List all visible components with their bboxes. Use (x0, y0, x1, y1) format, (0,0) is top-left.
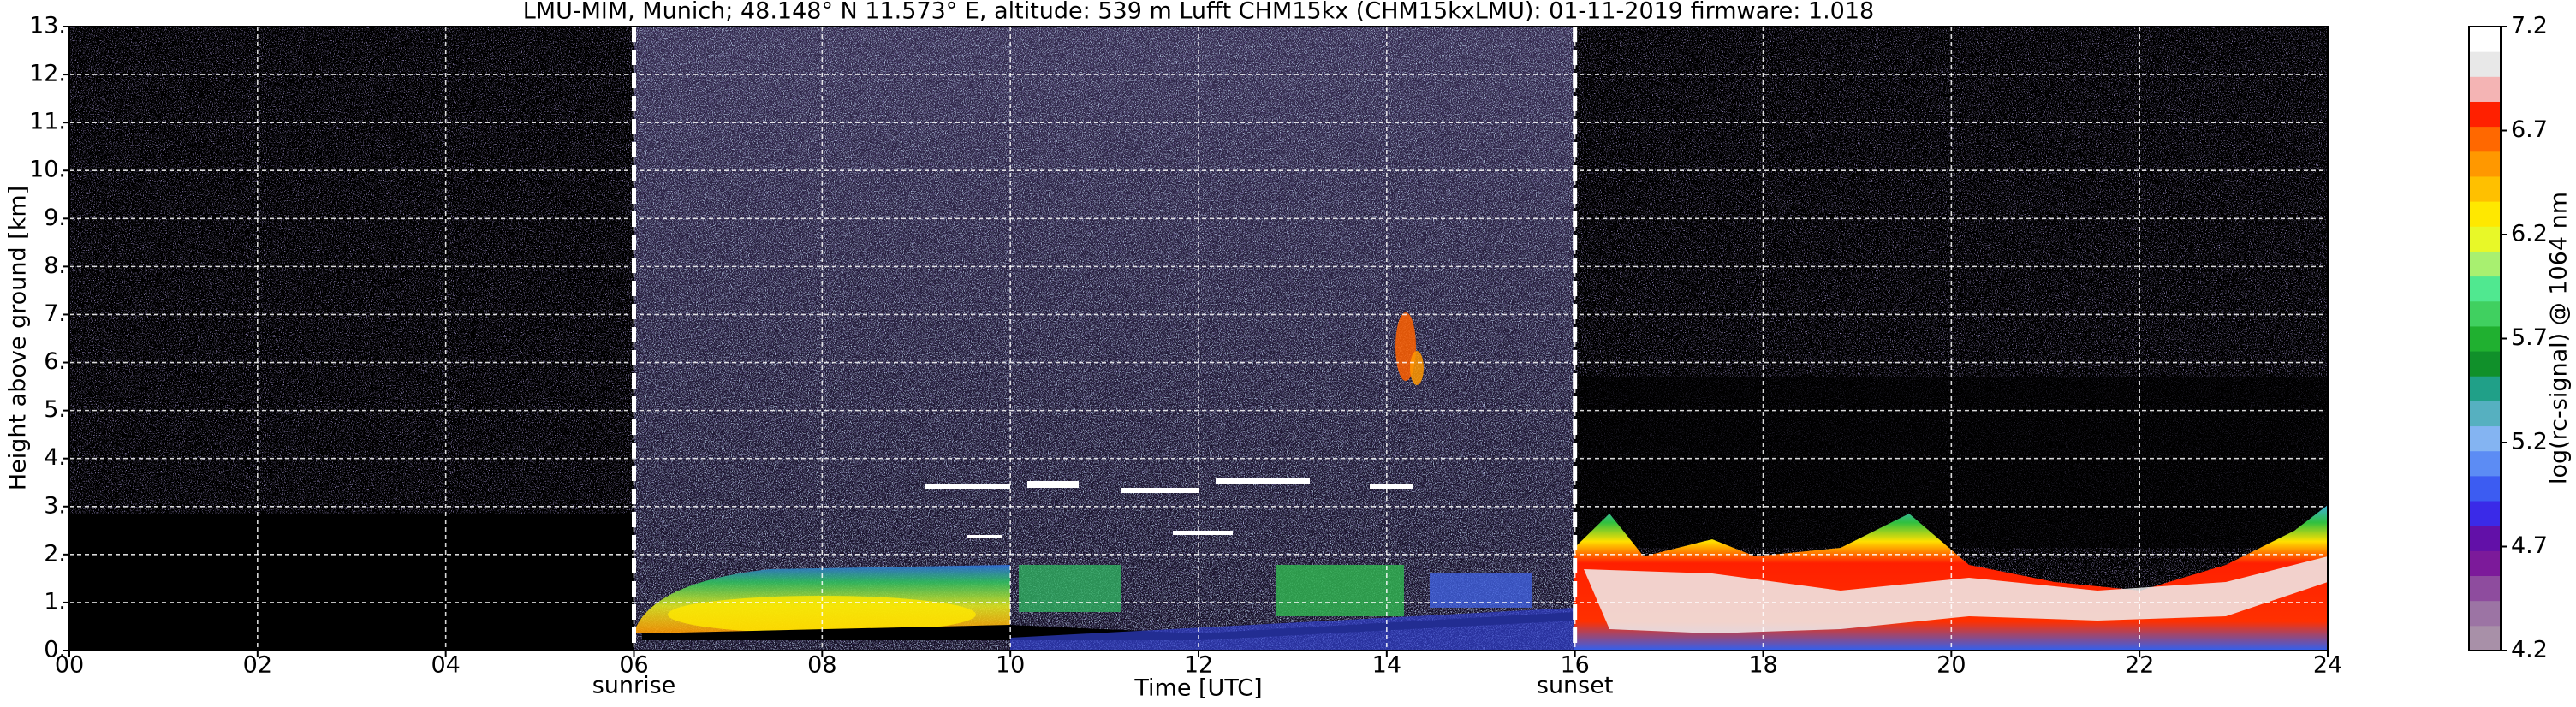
x-tick-label: 18 (1748, 652, 1777, 679)
colorbar-segment (2469, 300, 2501, 327)
x-tick-label: 06 (619, 652, 648, 679)
colorbar-segment (2469, 151, 2501, 177)
y-tick-label: 6. (44, 348, 66, 375)
y-tick-label: 5. (44, 396, 66, 423)
colorbar-label: log(rc-signal) @ 1064 nm (2546, 192, 2573, 484)
x-tick-label: 16 (1560, 652, 1589, 679)
colorbar-segment (2469, 201, 2501, 227)
colorbar-tick-label: 6.7 (2511, 116, 2548, 143)
x-tick-label: 20 (1936, 652, 1966, 679)
colorbar-segment (2469, 276, 2501, 302)
colorbar-segment (2469, 175, 2501, 202)
y-tick-label: 13. (29, 13, 66, 39)
chart-title: LMU-MIM, Munich; 48.148° N 11.573° E, al… (523, 0, 1874, 25)
y-tick-label: 4. (44, 444, 66, 471)
x-tick-label: 14 (1372, 652, 1401, 679)
colorbar-segment (2469, 376, 2501, 401)
y-axis-label: Height above ground [km] (5, 186, 32, 490)
x-tick-label: 22 (2125, 652, 2154, 679)
colorbar-segment (2469, 251, 2501, 277)
y-tick-label: 3. (44, 492, 66, 519)
x-tick-label: 12 (1184, 652, 1213, 679)
colorbar-segment (2469, 450, 2501, 477)
colorbar-segment (2469, 226, 2501, 252)
y-tick-label: 11. (29, 109, 66, 135)
x-tick-label: 00 (55, 652, 84, 679)
annotation-label: sunrise (592, 673, 676, 699)
y-tick-label: 9. (44, 205, 66, 231)
x-tick-label: 08 (807, 652, 836, 679)
x-axis-label: Time [UTC] (1133, 675, 1262, 702)
colorbar-segment (2469, 475, 2501, 502)
colorbar-segment (2469, 425, 2501, 452)
y-tick-label: 12. (29, 61, 66, 87)
colorbar-segment (2469, 351, 2501, 377)
colorbar-segment (2469, 575, 2501, 602)
colorbar-segment (2469, 325, 2501, 352)
y-tick-label: 10. (29, 157, 66, 183)
colorbar-segment (2469, 526, 2501, 551)
x-tick-label: 04 (431, 652, 460, 679)
y-tick-label: 7. (44, 300, 66, 327)
colorbar-segment (2469, 501, 2501, 526)
colorbar-tick-label: 7.2 (2511, 13, 2548, 39)
x-tick-label: 02 (243, 652, 272, 679)
annotation-label: sunset (1537, 673, 1614, 699)
colorbar-tick-label: 4.2 (2511, 637, 2548, 663)
y-tick-label: 1. (44, 588, 66, 615)
colorbar-segment (2469, 27, 2501, 52)
colorbar-segment (2469, 76, 2501, 102)
x-tick-label: 24 (2313, 652, 2342, 679)
y-tick-label: 8. (44, 253, 66, 279)
colorbar-segment (2469, 550, 2501, 577)
colorbar-segment (2469, 101, 2501, 128)
colorbar-tick-label: 5.2 (2511, 429, 2548, 455)
x-tick-label: 10 (996, 652, 1025, 679)
y-tick-label: 2. (44, 540, 66, 567)
colorbar-segment (2469, 126, 2501, 152)
colorbar-segment (2469, 401, 2501, 427)
colorbar-segment (2469, 600, 2501, 627)
colorbar-tick-label: 5.7 (2511, 324, 2548, 351)
colorbar-tick-label: 6.2 (2511, 221, 2548, 247)
colorbar-segment (2469, 51, 2501, 77)
y-tick-label: 0. (44, 637, 66, 663)
colorbar-tick-label: 4.7 (2511, 532, 2548, 559)
colorbar-segment (2469, 625, 2501, 651)
